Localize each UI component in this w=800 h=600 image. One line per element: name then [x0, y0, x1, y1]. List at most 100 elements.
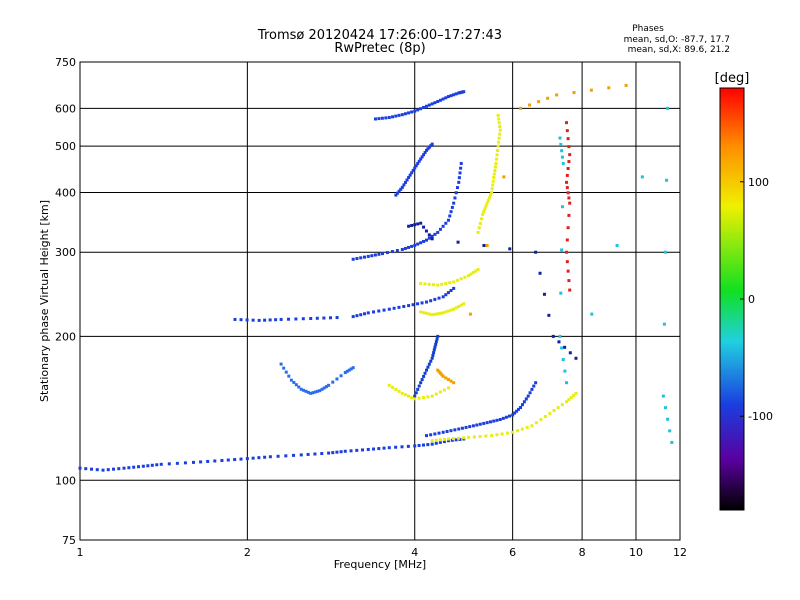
- data-point: [411, 168, 415, 172]
- data-point: [245, 318, 249, 322]
- data-point: [400, 113, 404, 117]
- data-point: [490, 190, 494, 194]
- data-point: [191, 460, 195, 464]
- data-point: [433, 312, 437, 316]
- data-point: [320, 452, 324, 456]
- data-point: [520, 427, 524, 431]
- data-point: [546, 96, 550, 100]
- data-point: [489, 193, 493, 197]
- data-point: [437, 370, 441, 374]
- data-point: [373, 253, 377, 257]
- data-point: [426, 147, 430, 151]
- data-point: [339, 450, 343, 454]
- data-point: [397, 189, 401, 193]
- data-point: [471, 271, 475, 275]
- data-point: [495, 433, 499, 437]
- data-point: [372, 310, 376, 314]
- data-point: [413, 223, 417, 227]
- data-point: [355, 314, 359, 318]
- data-point: [515, 429, 519, 433]
- data-point: [666, 417, 670, 421]
- data-point: [297, 385, 301, 389]
- data-point: [408, 173, 412, 177]
- data-point: [434, 342, 438, 346]
- data-point: [438, 440, 442, 444]
- data-point: [377, 447, 381, 451]
- data-point: [416, 162, 420, 166]
- data-point: [532, 384, 536, 388]
- data-point: [434, 340, 438, 344]
- data-point: [427, 362, 431, 366]
- data-point: [397, 113, 401, 117]
- data-point: [239, 318, 243, 322]
- data-point: [528, 103, 532, 107]
- y-tick-label: 600: [55, 102, 76, 115]
- data-point: [407, 224, 411, 228]
- data-point: [394, 193, 398, 197]
- data-point: [559, 291, 563, 295]
- data-point: [141, 464, 145, 468]
- data-point: [429, 359, 433, 363]
- data-point: [517, 407, 521, 411]
- data-point: [476, 230, 480, 234]
- data-point: [395, 249, 399, 253]
- data-point: [665, 178, 669, 182]
- data-point: [446, 309, 450, 313]
- data-point: [590, 312, 594, 316]
- data-point: [442, 388, 446, 392]
- data-point: [566, 226, 570, 230]
- data-point: [419, 157, 423, 161]
- data-point: [449, 210, 453, 214]
- data-point: [558, 136, 562, 140]
- data-point: [560, 248, 564, 252]
- data-point: [402, 304, 406, 308]
- x-axis-ticks: 1 2 4 6 8 10 12: [77, 546, 688, 559]
- data-point: [484, 204, 488, 208]
- data-point: [524, 397, 528, 401]
- data-point: [268, 318, 272, 322]
- data-point: [274, 318, 278, 322]
- data-point: [426, 365, 430, 369]
- data-point: [403, 246, 407, 250]
- data-point: [526, 394, 530, 398]
- data-point: [565, 260, 569, 264]
- data-point: [438, 311, 442, 315]
- data-point: [555, 93, 559, 97]
- data-points: [78, 83, 674, 472]
- y-tick-label: 100: [55, 474, 76, 487]
- data-point: [448, 281, 452, 285]
- data-point: [437, 296, 441, 300]
- data-point: [444, 376, 448, 380]
- data-point: [400, 185, 404, 189]
- data-point: [435, 337, 439, 341]
- data-point: [411, 303, 415, 307]
- data-point: [615, 244, 619, 248]
- data-point: [414, 164, 418, 168]
- data-point: [159, 462, 163, 466]
- data-point: [429, 433, 433, 437]
- data-point: [520, 403, 524, 407]
- data-point: [199, 460, 203, 464]
- data-point: [429, 299, 433, 303]
- data-point: [392, 306, 396, 310]
- data-point: [556, 406, 560, 410]
- data-point: [508, 247, 512, 251]
- data-point: [425, 434, 429, 438]
- data-point: [407, 245, 411, 249]
- data-point: [436, 312, 440, 316]
- data-point: [446, 378, 450, 382]
- data-point: [335, 316, 339, 320]
- data-point: [385, 251, 389, 255]
- data-point: [624, 83, 628, 87]
- data-point: [454, 191, 458, 195]
- data-point: [574, 391, 578, 395]
- data-point: [478, 221, 482, 225]
- data-point: [289, 378, 293, 382]
- data-point: [557, 340, 561, 344]
- data-point: [396, 191, 400, 195]
- data-point: [363, 255, 367, 259]
- data-point: [423, 371, 427, 375]
- data-point: [441, 295, 445, 299]
- data-point: [413, 394, 417, 398]
- data-point: [387, 383, 391, 387]
